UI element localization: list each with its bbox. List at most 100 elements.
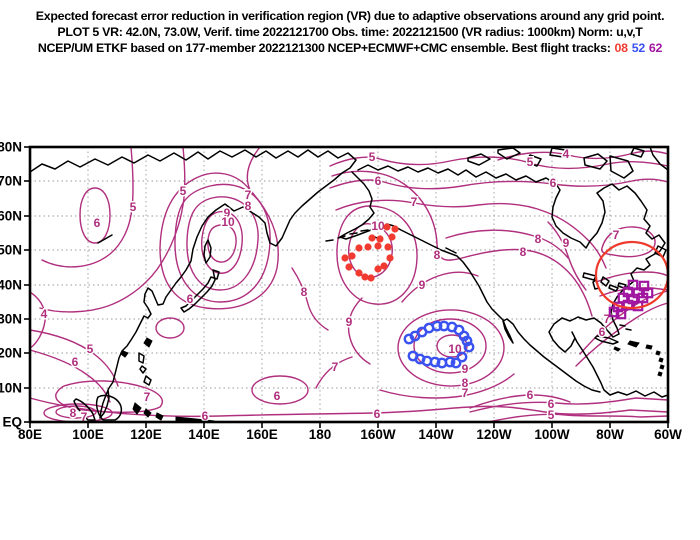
x-axis-label: 180 (309, 427, 332, 442)
flight-track-number-62: 62 (648, 41, 663, 55)
title-line-2: PLOT 5 VR: 42.0N, 73.0W, Verif. time 202… (57, 25, 643, 39)
contour-label: 8 (301, 285, 308, 299)
contour-label: 7 (462, 386, 469, 400)
x-axis-label: 120W (476, 427, 512, 442)
flight-track-08-marker (364, 243, 372, 251)
contour-label: 6 (202, 409, 209, 423)
coastlines (29, 146, 669, 423)
contour-label: 9 (563, 236, 570, 250)
flight-track-52-marker (450, 357, 462, 369)
flight-track-number-52: 52 (631, 41, 645, 55)
contour-label: 10 (221, 215, 235, 229)
y-axis-label: 10N (0, 381, 22, 396)
flight-track-08-marker (380, 262, 388, 270)
contour-label: 8 (70, 406, 77, 420)
flight-track-08-marker (388, 233, 396, 241)
contour-label: 4 (41, 307, 48, 321)
contour-label: 7 (245, 188, 252, 202)
y-axis-label: 70N (0, 174, 22, 189)
contour-label: 7 (332, 360, 339, 374)
x-axis-label: 120E (130, 427, 162, 442)
flight-track-numbers: 08 52 62 (611, 41, 663, 55)
flight-track-52-marker (429, 356, 441, 368)
x-axis-label: 160W (360, 427, 396, 442)
contour-label: 8 (462, 376, 469, 390)
contour-label: 8 (434, 248, 441, 262)
lat-lon-gridlines (30, 147, 668, 422)
x-axis-label: 60W (654, 427, 682, 442)
y-axis-label: EQ (2, 415, 22, 430)
contour-label: 5 (527, 155, 534, 169)
y-axis-label: 30N (0, 312, 22, 327)
flight-track-62-marker (622, 299, 634, 311)
contour-label: 5 (369, 150, 376, 164)
contour-label: 7 (613, 228, 620, 242)
contour-label: 5 (180, 184, 187, 198)
contour-label: 6 (72, 355, 79, 369)
title-line-1: Expected forecast error reduction in ver… (35, 9, 665, 23)
contour-label: 5 (548, 408, 555, 422)
contour-label: 6 (187, 292, 194, 306)
flight-track-52-marker (461, 335, 473, 347)
flight-track-52-marker (456, 351, 468, 363)
contour-label: 7 (144, 390, 151, 404)
contour-label: 10 (371, 219, 385, 233)
contour-label: 7 (411, 195, 418, 209)
contour-label: 8 (535, 232, 542, 246)
contour-label: 9 (346, 315, 353, 329)
contour-label: 6 (374, 407, 381, 421)
contour-label: 9 (419, 278, 426, 292)
contour-label: 6 (527, 388, 534, 402)
x-axis-label: 160E (246, 427, 278, 442)
contour-label: 7 (604, 312, 611, 326)
flight-track-number-08: 08 (614, 41, 628, 55)
flight-track-08-marker (374, 265, 382, 273)
y-axis-label: 80N (0, 140, 22, 155)
x-axis-label: 140W (418, 427, 454, 442)
flight-track-08-marker (383, 223, 391, 231)
flight-track-52-marker (416, 326, 428, 338)
flight-track-52-marker (444, 356, 456, 368)
contour-label: 6 (548, 397, 555, 411)
x-axis-label: 80E (18, 427, 42, 442)
y-axis-label: 60N (0, 209, 22, 224)
plot-title: Expected forecast error reduction in ver… (0, 8, 700, 56)
contour-label: 6 (375, 174, 382, 188)
contour-label: 5 (87, 342, 94, 356)
x-axis-label: 100E (72, 427, 104, 442)
flight-track-08-marker (348, 252, 356, 260)
flight-track-52-marker (431, 320, 443, 332)
title-line-3-text: NCEP/UM ETKF based on 177-member 2022121… (37, 41, 611, 55)
contour-label: 9 (462, 362, 469, 376)
flight-track-62-marker (608, 306, 620, 318)
contour-lines (29, 146, 669, 423)
x-axis-label: 140E (188, 427, 220, 442)
flight-track-markers (341, 223, 670, 369)
y-axis-label: 20N (0, 346, 22, 361)
flight-track-08-marker (361, 273, 369, 281)
flight-track-08-marker (367, 274, 375, 282)
contour-label: 6 (599, 325, 606, 339)
axes: 80E 100E 120E 140E 160E 180 160W 140W 120W 100W 80… (0, 140, 682, 443)
flight-track-08-marker (345, 263, 353, 271)
flight-track-08-marker (391, 225, 399, 233)
flight-track-08-marker (384, 243, 392, 251)
map-frame (28, 145, 670, 424)
y-axis-label: 50N (0, 243, 22, 258)
flight-track-08-marker (368, 234, 376, 242)
flight-track-52-marker (463, 341, 475, 353)
contour-label: 8 (520, 245, 527, 259)
contour-label: 6 (550, 176, 557, 190)
x-axis-label: 100W (534, 427, 570, 442)
contour-label: 6 (94, 216, 101, 230)
title-line-3: NCEP/UM ETKF based on 177-member 2022121… (0, 40, 700, 56)
x-axis-label: 80W (596, 427, 624, 442)
flight-track-62-marker (615, 308, 627, 320)
contour-label: 9 (224, 206, 231, 220)
flight-track-08-marker (376, 235, 384, 243)
contour-label: 5 (130, 200, 137, 214)
contour-label: 6 (274, 389, 281, 403)
